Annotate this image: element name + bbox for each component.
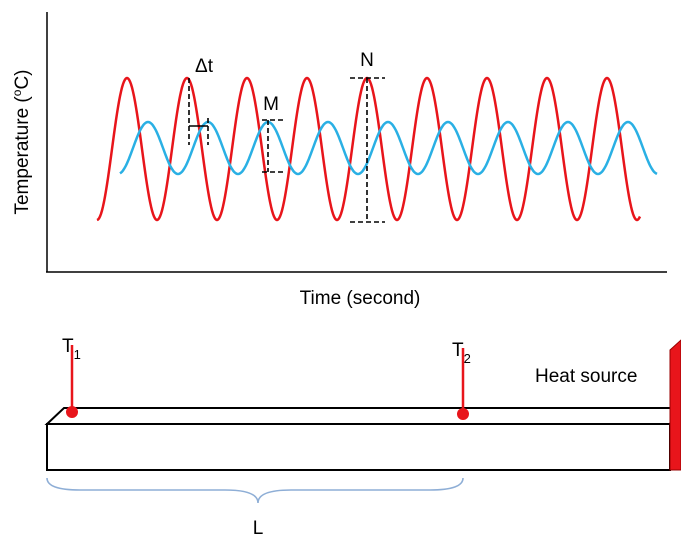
y-label-text: C) xyxy=(12,69,33,89)
t1-label: T1 xyxy=(62,336,81,362)
y-label-text: Temperature ( xyxy=(12,96,33,215)
delta-t-label: Δt xyxy=(195,56,214,77)
rod-front xyxy=(46,423,671,471)
y-axis-label: Temperature (oC) xyxy=(10,69,33,214)
annotation-lines xyxy=(188,77,385,223)
y-label-sup: o xyxy=(10,89,24,96)
n-label: N xyxy=(360,50,374,71)
length-label: L xyxy=(253,518,264,539)
t2-point xyxy=(457,408,469,420)
rod-top xyxy=(44,407,677,425)
t1-base: T xyxy=(62,336,74,357)
t2-sub: 2 xyxy=(464,351,471,366)
t2-base: T xyxy=(452,340,464,361)
t2-label: T2 xyxy=(452,340,471,366)
t1-sub: 1 xyxy=(74,347,81,362)
red-wave xyxy=(96,76,642,222)
length-brace xyxy=(46,477,464,504)
heat-source-label: Heat source xyxy=(535,366,637,387)
m-label: M xyxy=(263,94,279,115)
blue-wave xyxy=(119,120,658,176)
x-axis-label: Time (second) xyxy=(300,288,421,309)
t1-point xyxy=(66,406,78,418)
heat-source-block xyxy=(669,339,681,471)
